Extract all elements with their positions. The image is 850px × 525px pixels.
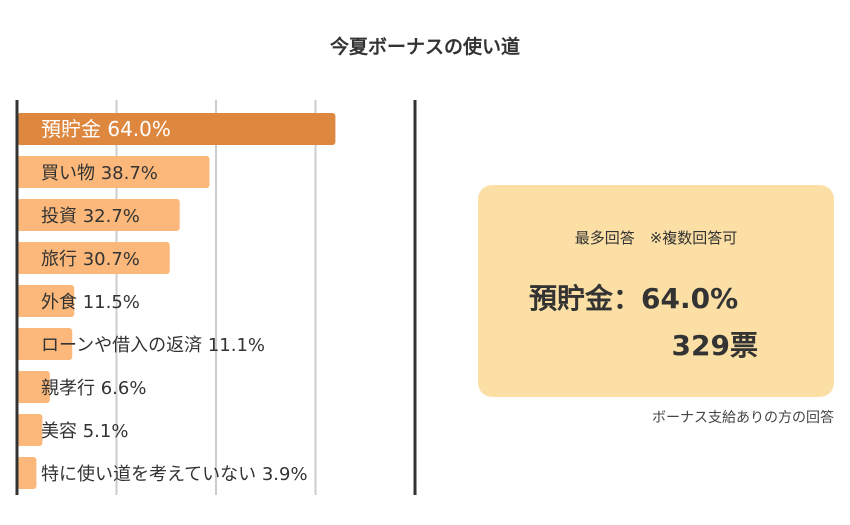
footnote: ボーナス支給ありの方の回答 — [652, 410, 834, 426]
bar-8 — [17, 457, 37, 489]
bar-label-7: 美容 5.1% — [41, 421, 128, 442]
bar-7 — [17, 414, 43, 446]
chart-title: 今夏ボーナスの使い道 — [329, 36, 520, 58]
bar-label-3: 旅行 30.7% — [41, 249, 140, 270]
summary-caption: 最多回答 ※複数回答可 — [574, 229, 738, 247]
bar-labels: 預貯金 64.0% 買い物 38.7% 投資 32.7% 旅行 30.7% 外食 11.… — [41, 117, 308, 485]
bar-label-4: 外食 11.5% — [41, 292, 140, 313]
bar-2 — [17, 199, 180, 231]
bar-5 — [17, 328, 73, 360]
summary-votes: 329票 — [671, 329, 758, 362]
bar-label-6: 親孝行 6.6% — [41, 378, 146, 399]
summary-box: 最多回答 ※複数回答可 預貯金：64.0% 329票 — [478, 185, 834, 397]
bar-label-8: 特に使い道を考えていない 3.9% — [41, 464, 308, 485]
bar-1 — [17, 156, 210, 188]
summary-main-value: 預貯金：64.0% — [529, 282, 739, 315]
bar-4 — [17, 285, 75, 317]
bar-label-2: 投資 32.7% — [41, 206, 140, 227]
bar-6 — [17, 371, 50, 403]
bar-0 — [17, 113, 336, 145]
bar-3 — [17, 242, 170, 274]
bars — [17, 113, 336, 489]
bar-label-0: 預貯金 64.0% — [41, 117, 171, 141]
axes — [15, 100, 417, 495]
bar-label-1: 買い物 38.7% — [41, 163, 158, 184]
bar-label-5: ローンや借入の返済 11.1% — [41, 335, 265, 356]
